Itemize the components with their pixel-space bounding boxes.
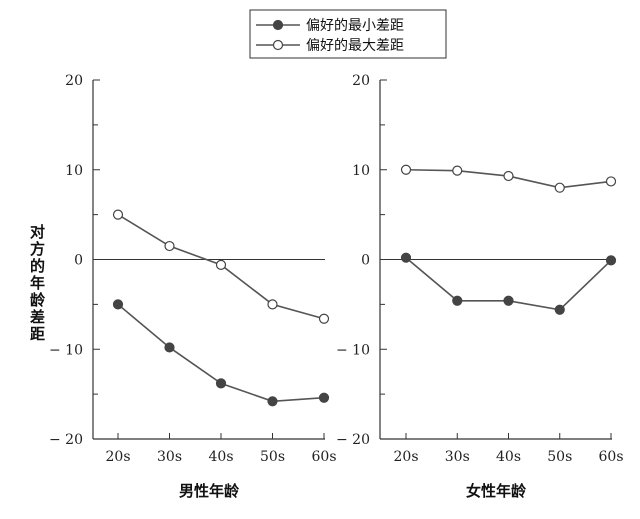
legend-max-label: 偏好的最大差距 [306, 38, 404, 54]
male-y-tick-label: 10 [65, 163, 83, 179]
female-min-gap-point [400, 252, 412, 263]
male-y-tick-label: − 20 [49, 432, 83, 448]
male-max-gap-point [318, 313, 330, 324]
male-x-axis-title: 男性年龄 [179, 482, 240, 500]
female-y-tick-label: − 20 [336, 432, 370, 448]
female-max-gap-point [400, 164, 412, 175]
legend-min-marker [272, 19, 284, 31]
female-x-tick-label: 30s [445, 449, 470, 465]
female-x-tick-label: 50s [547, 449, 572, 465]
male-max-gap-point [267, 299, 278, 310]
female-min-gap-point [554, 304, 565, 315]
male-min-gap-point [215, 378, 227, 389]
male-x-tick-label: 50s [260, 449, 285, 465]
male-x-tick-label: 60s [312, 449, 337, 465]
legend-max-marker [272, 39, 284, 51]
female-y-tick-label: 10 [352, 163, 370, 179]
legend-min-label: 偏好的最小差距 [306, 18, 404, 34]
female-x-tick-label: 40s [496, 449, 521, 465]
male-y-tick-label: − 10 [49, 342, 83, 358]
male-min-gap-point [267, 396, 278, 407]
female-y-tick-label: 0 [361, 253, 370, 269]
male-age-panel: − 20 − 10 0 10 20 20s 30s 40s 50s 60s 男性年龄 [49, 73, 337, 500]
female-x-tick-label: 20s [394, 449, 419, 465]
male-x-tick-label: 20s [106, 449, 131, 465]
female-y-tick-label: − 10 [336, 342, 370, 358]
female-max-gap-point [554, 182, 565, 193]
female-x-tick-label: 60s [599, 449, 624, 465]
female-age-panel: − 20 − 10 0 10 20 20s 30s 40s 50s 60s 女性年龄 [336, 73, 624, 500]
female-max-gap-point [503, 170, 514, 182]
male-x-tick-label: 40s [209, 449, 234, 465]
male-max-gap-point [112, 209, 124, 220]
female-x-axis-title: 女性年龄 [466, 482, 527, 500]
y-axis-title: 对方的年龄差距 [28, 223, 46, 343]
female-max-gap-point [605, 176, 617, 187]
legend: 偏好的最小差距 偏好的最大差距 [249, 9, 447, 59]
legend-box [249, 9, 447, 59]
male-y-tick-label: 0 [74, 253, 83, 269]
male-min-gap-point [318, 392, 330, 403]
male-min-gap-point [112, 299, 124, 310]
male-x-tick-label: 30s [157, 449, 182, 465]
female-min-gap-point [503, 295, 514, 306]
female-y-tick-label: 20 [352, 73, 370, 89]
male-y-tick-label: 20 [65, 73, 83, 89]
female-min-gap-point [605, 255, 617, 266]
female-max-gap-point [452, 165, 463, 176]
female-min-gap-point [452, 295, 463, 306]
male-min-gap-point [164, 342, 175, 353]
male-max-gap-point [164, 240, 175, 252]
male-max-gap-point [215, 259, 227, 270]
